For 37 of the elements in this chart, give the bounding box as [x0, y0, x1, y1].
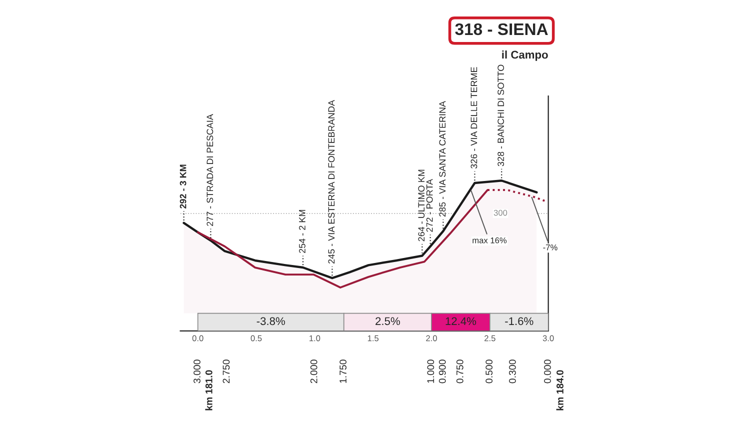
x-tick-label: 3.0: [542, 335, 554, 342]
x2-tick-label: 0.500: [486, 360, 493, 384]
x2-tick-label: 1.750: [340, 360, 346, 383]
x-tick-label: 0.5: [250, 335, 262, 342]
data-label: 277 - STRADA DI PESCAIA: [206, 114, 214, 226]
annotation: max 16%: [472, 237, 507, 244]
data-label: 285 - VIA SANTA CATERINA: [439, 100, 446, 217]
band-label: -1.6%: [505, 317, 534, 326]
data-label: 245 - VIA ESTERNA DI FONTEBRANDA: [328, 100, 335, 264]
x-tick-label: 2.5: [484, 335, 496, 342]
x2-tick-label: 0.000: [544, 360, 551, 384]
data-label: 328 - BANCHI DI SOTTO: [498, 64, 504, 166]
ref-line-label: 300: [494, 210, 508, 216]
x2-tick-label: 0.750: [456, 360, 464, 384]
data-label: 272 - PORTA: [426, 178, 433, 232]
text: km 181.0: [205, 370, 212, 410]
x2-tick-label: 2.000: [310, 360, 318, 384]
x-tick-label: 1.0: [310, 335, 320, 342]
x2-tick-label: 3.000: [194, 360, 200, 384]
x-tick-label: 2.0: [426, 335, 437, 342]
x-tick-label: 0.0: [192, 335, 204, 342]
x2-tick-label: 0.900: [438, 360, 446, 384]
chart-subtitle: il Campo: [502, 50, 548, 61]
x2-tick-label: 1.000: [427, 360, 434, 383]
text: km 184.0: [556, 370, 564, 410]
data-label: 326 - VIA DELLE TERME: [470, 67, 478, 169]
x2-tick-label: 0.300: [509, 360, 516, 384]
band-label: 2.5%: [376, 317, 400, 326]
band-label: 12.4%: [446, 317, 476, 326]
data-label: 292 - 3 KM: [180, 164, 186, 208]
data-label: 254 - 2 KM: [299, 210, 306, 253]
data-label: 264 - ULTIMO KM: [418, 170, 425, 242]
x2-tick-label: 2.750: [222, 360, 230, 384]
chart-title: 318 - SIENA: [455, 23, 548, 36]
band-label: -3.8%: [256, 317, 285, 326]
annotation: -7%: [543, 244, 558, 250]
x-tick-label: 1.5: [368, 335, 379, 342]
